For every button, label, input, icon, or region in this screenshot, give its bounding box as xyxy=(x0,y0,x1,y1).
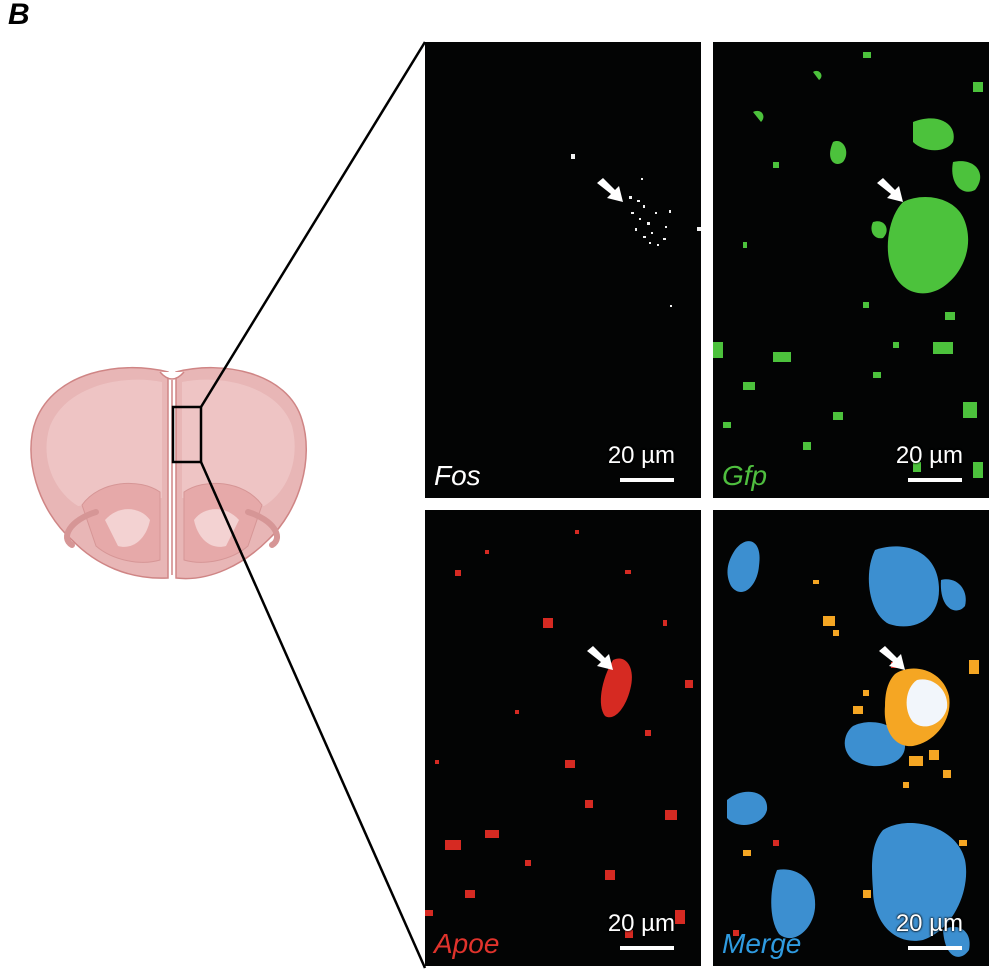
merge-scale-bar xyxy=(908,946,962,950)
arrow-icon xyxy=(879,646,905,670)
region-of-interest-box xyxy=(171,405,203,464)
fos-scale-text: 20 µm xyxy=(607,442,675,469)
gfp-signal xyxy=(713,52,983,478)
fos-panel: Fos 20 µm xyxy=(425,42,701,498)
zoom-line-bottom xyxy=(199,461,427,969)
apoe-panel: Apoe 20 µm xyxy=(425,510,701,966)
arrow-icon xyxy=(597,178,623,202)
fos-signal xyxy=(571,154,701,307)
merge-label: Merge xyxy=(722,928,802,959)
coronal-brain-section xyxy=(30,366,307,580)
zoom-line-top xyxy=(199,41,427,408)
apoe-scale-bar xyxy=(620,946,674,950)
fos-scale-bar xyxy=(620,478,674,482)
gfp-scale-text: 20 µm xyxy=(895,442,963,469)
gfp-label: Gfp xyxy=(722,460,768,491)
apoe-signal xyxy=(425,530,693,938)
arrow-icon xyxy=(877,178,903,202)
panel-letter: B xyxy=(8,0,30,31)
merge-scale-text: 20 µm xyxy=(895,910,963,937)
fos-label: Fos xyxy=(434,460,481,491)
apoe-label: Apoe xyxy=(434,928,500,959)
gfp-panel: Gfp 20 µm xyxy=(713,42,989,498)
merge-panel: Merge 20 µm xyxy=(713,510,989,966)
merge-signal xyxy=(727,541,979,957)
gfp-scale-bar xyxy=(908,478,962,482)
arrow-icon xyxy=(587,646,613,670)
apoe-scale-text: 20 µm xyxy=(607,910,675,937)
